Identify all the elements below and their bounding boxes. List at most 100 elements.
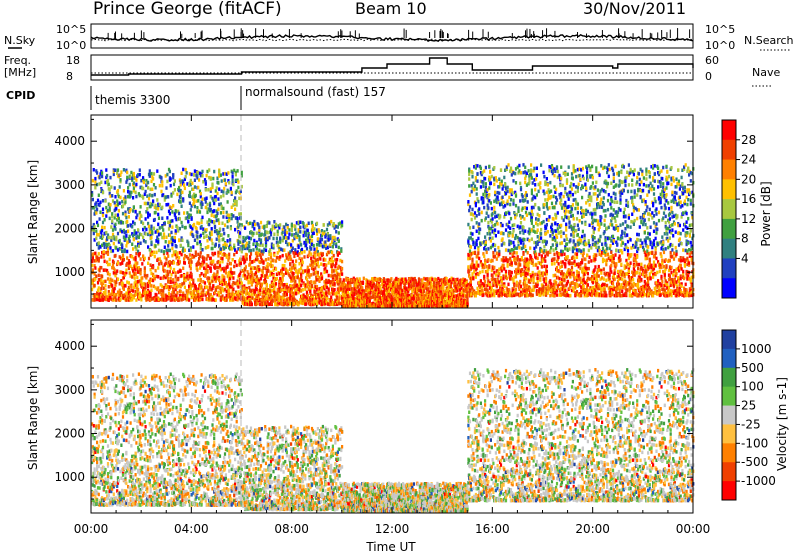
scatter-cell [239, 240, 242, 244]
scatter-cell [199, 194, 202, 199]
scatter-cell [242, 239, 245, 244]
scatter-cell [96, 291, 99, 296]
scatter-cell [292, 263, 295, 267]
scatter-cell [230, 285, 233, 290]
scatter-cell [264, 258, 268, 262]
scatter-cell [172, 278, 175, 282]
scatter-cell [275, 255, 278, 260]
scatter-cell [188, 183, 191, 187]
scatter-cell [157, 222, 160, 227]
scatter-cell [204, 200, 207, 204]
scatter-cell [142, 239, 145, 243]
scatter-cell [199, 192, 202, 196]
scatter-cell [321, 252, 324, 256]
scatter-cell [230, 216, 233, 221]
scatter-cell [121, 293, 125, 298]
scatter-cell [240, 174, 243, 178]
scatter-cell [342, 289, 345, 293]
scatter-cell [256, 257, 259, 262]
scatter-cell [134, 210, 137, 214]
scatter-cell [256, 243, 259, 247]
scatter-cell [242, 255, 245, 259]
scatter-cell [190, 217, 193, 221]
scatter-cell [236, 216, 239, 221]
scatter-cell [179, 188, 182, 193]
scatter-cell [358, 304, 361, 309]
scatter-cell [357, 289, 360, 293]
scatter-cell [107, 182, 110, 187]
scatter-cell [407, 281, 411, 286]
scatter-cell [128, 260, 131, 265]
scatter-cell [111, 249, 115, 253]
scatter-cell [234, 227, 237, 232]
scatter-cell [358, 283, 361, 287]
scatter-cell [106, 233, 110, 237]
scatter-cell [169, 297, 172, 301]
scatter-cell [167, 276, 170, 281]
scatter-cell [91, 178, 94, 183]
scatter-cell [95, 236, 98, 241]
scatter-cell [137, 240, 140, 245]
scatter-cell [152, 226, 156, 230]
scatter-cell [107, 202, 110, 206]
scatter-cell [190, 204, 193, 208]
scatter-cell [284, 229, 287, 233]
scatter-cell [221, 259, 224, 264]
scatter-cell [121, 229, 124, 234]
scatter-cell [274, 267, 278, 271]
scatter-cell [323, 230, 326, 234]
scatter-cell [223, 266, 226, 271]
scatter-cell [172, 176, 175, 180]
scatter-cell [379, 287, 382, 291]
scatter-cell [118, 247, 121, 251]
scatter-cell [428, 302, 431, 307]
scatter-cell [182, 246, 185, 251]
scatter-cell [124, 197, 127, 201]
scatter-cell [136, 285, 139, 290]
scatter-cell [316, 257, 319, 262]
scatter-cell [92, 231, 95, 236]
scatter-cell [339, 279, 342, 283]
scatter-cell [170, 194, 173, 198]
scatter-cell [253, 219, 256, 224]
scatter-cell [116, 213, 120, 217]
scatter-cell [310, 260, 314, 264]
scatter-cell [142, 289, 145, 293]
scatter-cell [213, 291, 217, 295]
scatter-cell [200, 272, 203, 276]
scatter-cell [294, 248, 297, 252]
scatter-cell [132, 189, 135, 193]
scatter-cell [271, 224, 274, 228]
scatter-cell [209, 219, 212, 223]
scatter-cell [214, 286, 217, 290]
scatter-cell [337, 239, 340, 243]
scatter-cell [127, 224, 130, 228]
scatter-cell [244, 286, 247, 290]
scatter-cell [296, 250, 299, 254]
scatter-cell [115, 206, 118, 211]
scatter-cell [98, 217, 101, 221]
scatter-cell [206, 202, 209, 207]
scatter-cell [108, 293, 111, 298]
scatter-cell [202, 290, 205, 295]
scatter-cell [101, 228, 104, 233]
scatter-cell [232, 214, 235, 218]
scatter-cell [302, 230, 305, 234]
scatter-cell [101, 243, 104, 247]
scatter-cell [323, 280, 326, 284]
scatter-cell [130, 190, 133, 195]
scatter-cell [301, 288, 304, 292]
scatter-cell [102, 291, 105, 295]
scatter-cell [388, 292, 391, 297]
scatter-cell [165, 257, 168, 261]
scatter-cell [284, 232, 287, 236]
scatter-cell [164, 240, 167, 244]
scatter-cell [332, 269, 335, 273]
scatter-cell [213, 169, 216, 174]
scatter-cell [116, 168, 120, 172]
scatter-cell [309, 289, 312, 294]
scatter-cell [228, 281, 231, 286]
scatter-cell [245, 253, 248, 257]
scatter-cell [204, 246, 207, 250]
scatter-cell [199, 251, 202, 255]
